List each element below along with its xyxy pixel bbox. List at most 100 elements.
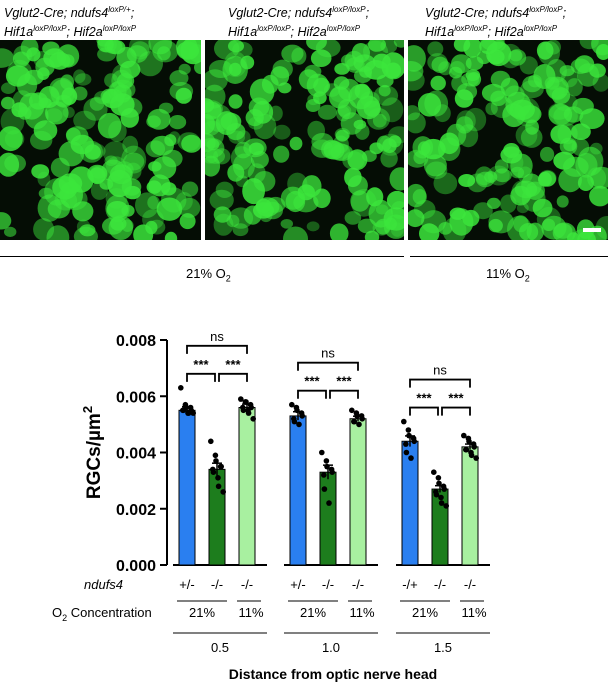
rgc-cell	[419, 223, 440, 240]
rgc-cell	[33, 120, 58, 141]
panel-title-2: Vglut2-Cre; ndufs4loxP/loxP; Hif1aloxP/l…	[228, 5, 370, 40]
rgc-cell	[337, 98, 357, 120]
significance-label: ns	[433, 363, 447, 378]
significance-bracket	[186, 372, 216, 382]
rgc-cell	[33, 51, 52, 69]
rgc-cell	[287, 172, 308, 195]
rgc-cell	[37, 194, 62, 222]
rgc-cell	[589, 185, 608, 207]
distance-label: 1.5	[434, 640, 452, 655]
rgc-cell	[577, 63, 600, 87]
significance-bracket	[441, 406, 471, 416]
rgc-cell	[378, 84, 391, 97]
rgc-cell	[552, 222, 576, 240]
data-point	[408, 455, 414, 461]
condition-label-21: 21% O2	[186, 266, 231, 284]
rgc-cell	[591, 40, 608, 56]
data-point	[401, 418, 407, 425]
rgc-cell	[458, 174, 476, 187]
data-point	[215, 475, 221, 481]
rgc-cell	[148, 161, 162, 172]
genotype-label: -/-	[352, 577, 364, 592]
rgc-cell	[232, 223, 249, 237]
rgc-cell	[283, 226, 308, 240]
rgc-cell	[226, 123, 246, 141]
rgc-cell	[536, 206, 561, 232]
data-point	[463, 446, 470, 453]
panel-title-3: Vglut2-Cre; ndufs4loxP/loxP; Hif1aloxP/l…	[425, 5, 567, 40]
y-tick-label: 0.004	[116, 446, 156, 463]
o2-label: 11%	[238, 605, 263, 620]
rgc-cell	[205, 148, 225, 164]
rgc-cell	[0, 212, 12, 230]
rgc-cell	[488, 210, 514, 234]
rgc-cell	[485, 102, 498, 116]
rgc-cell	[310, 49, 332, 67]
data-point	[351, 418, 358, 425]
data-point	[294, 407, 300, 414]
rgc-cell	[253, 171, 276, 192]
chart-axes: 0.000 0.002 0.004 0.006 0.008 RGCs/µm2	[80, 333, 490, 575]
scale-bar	[583, 228, 601, 232]
rgc-cell	[97, 40, 114, 53]
rgc-cell	[73, 110, 96, 130]
rgc-cell	[45, 108, 63, 123]
rgc-cell	[337, 104, 352, 117]
rgc-cell	[413, 150, 427, 165]
data-point	[319, 449, 325, 456]
rgc-cell	[122, 135, 139, 154]
rgc-cell	[162, 149, 183, 168]
data-point	[291, 418, 298, 425]
genotype-label: -/-	[434, 577, 446, 592]
rgc-cell	[17, 73, 38, 97]
rgc-cell	[181, 181, 199, 197]
y-tick-label: 0.008	[116, 333, 156, 350]
rgc-cell	[551, 87, 571, 105]
rgc-cell	[75, 73, 92, 86]
o2-label: 21%	[189, 605, 215, 620]
y-axis-label: RGCs/µm2	[80, 406, 105, 499]
rgc-cell	[408, 45, 426, 72]
rgc-cell	[49, 77, 74, 100]
o2-label: 21%	[300, 605, 326, 620]
rgc-cell	[542, 218, 556, 231]
rgc-cell	[215, 181, 234, 198]
significance-bracket	[329, 389, 359, 399]
rgc-cell	[372, 113, 387, 128]
rgc-cell	[306, 40, 327, 51]
rgc-cell	[156, 197, 183, 221]
y-tick-label: 0.006	[116, 389, 156, 406]
significance-label: ***	[416, 391, 432, 406]
data-point	[443, 503, 450, 509]
rgc-cell	[205, 84, 226, 109]
rgc-cell	[559, 137, 578, 155]
data-point	[321, 472, 327, 478]
rgc-cell	[554, 93, 578, 112]
rgc-cell	[473, 202, 493, 220]
genotype-label: -/+	[402, 577, 418, 592]
data-point	[435, 475, 442, 481]
data-point	[238, 396, 244, 402]
rgc-cell	[538, 41, 560, 65]
rgc-cell	[31, 164, 50, 179]
significance-label: ***	[225, 357, 241, 372]
rgc-cell	[515, 124, 538, 147]
rgc-cell	[45, 101, 69, 125]
rgc-cell	[381, 52, 404, 80]
rgc-cell	[509, 50, 523, 62]
significance-label: ***	[304, 374, 320, 389]
rgc-cell	[209, 189, 234, 211]
significance-bracket	[297, 389, 327, 399]
rgc-cell	[130, 41, 150, 57]
rgc-cell	[334, 128, 351, 141]
rgc-cell	[73, 69, 86, 84]
rgc-cell	[475, 171, 495, 188]
o2-label: 21%	[412, 605, 438, 620]
data-point	[359, 416, 366, 422]
rgc-cell	[280, 219, 293, 229]
rgc-cell	[546, 59, 567, 83]
rgc-cell	[4, 154, 26, 173]
rgc-cell	[169, 115, 187, 130]
rgc-cell	[214, 40, 240, 60]
rgc-cell	[449, 207, 466, 220]
